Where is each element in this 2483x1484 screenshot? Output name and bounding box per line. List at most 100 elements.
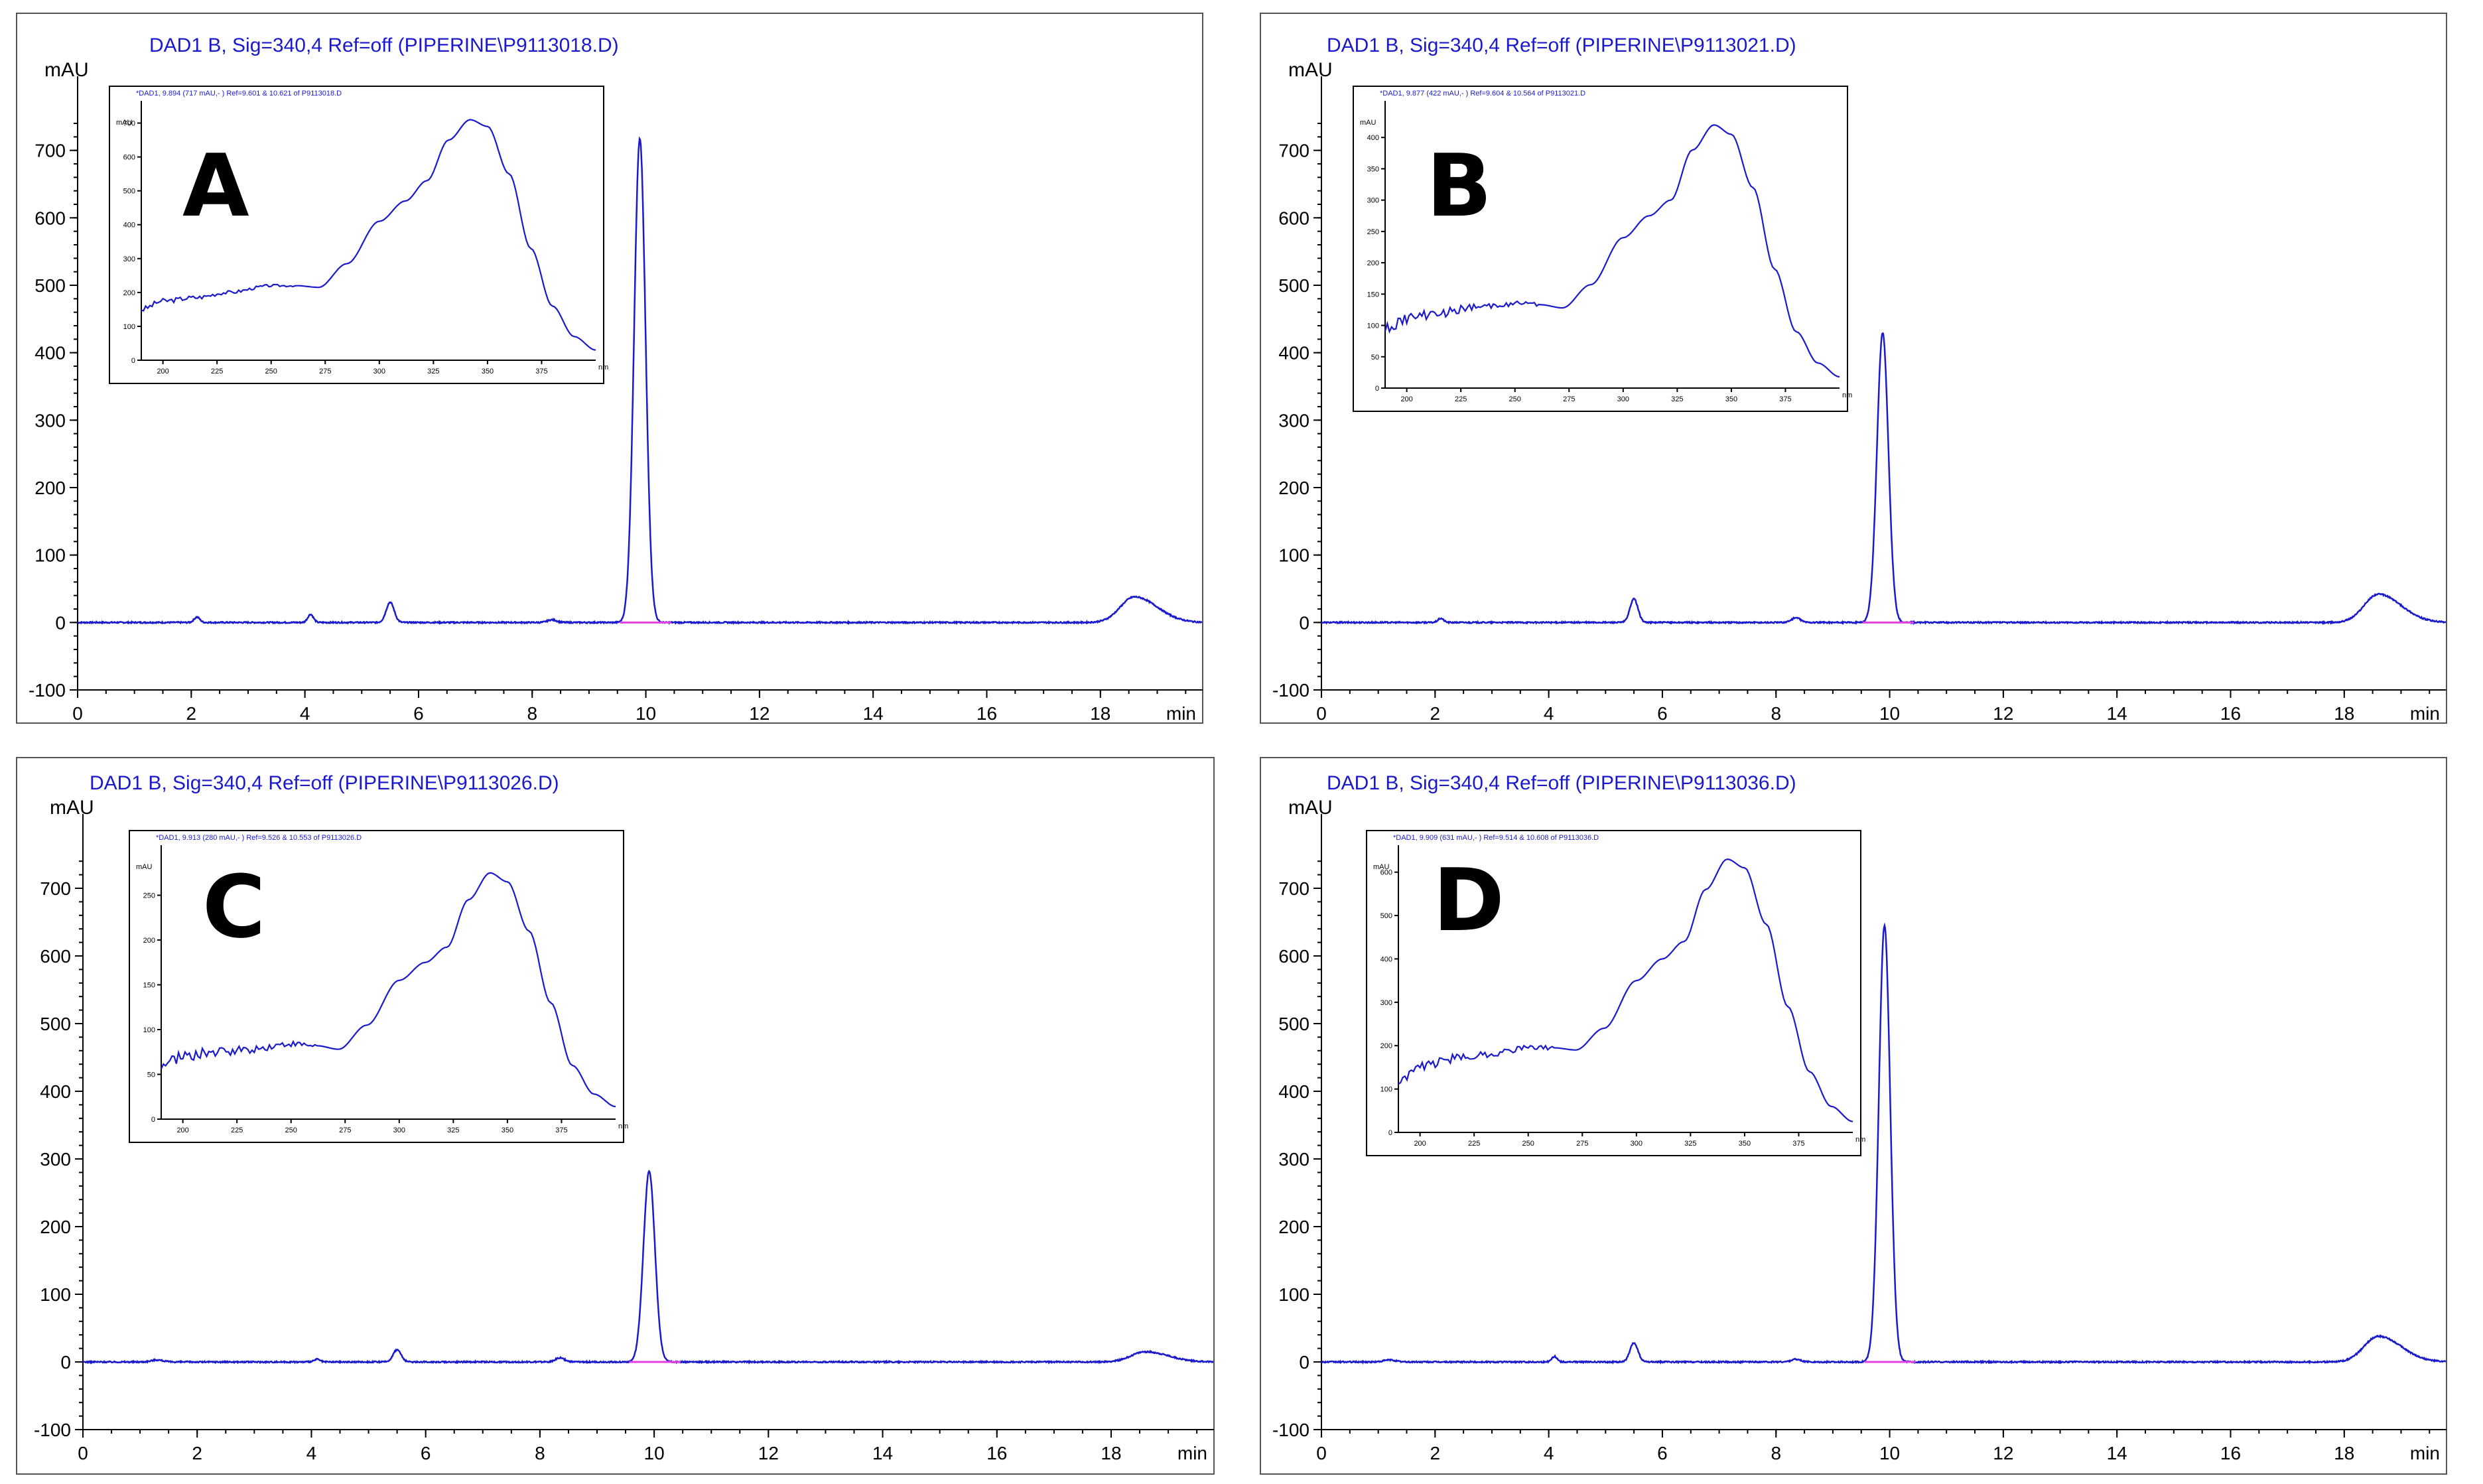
y-tick-label: 500 xyxy=(34,275,66,296)
inset-y-tick-label: 250 xyxy=(143,892,155,900)
y-tick-label: 0 xyxy=(1299,1352,1309,1373)
chromatogram-trace xyxy=(82,1170,1214,1365)
inset-y-tick-label: 0 xyxy=(1388,1129,1392,1137)
inset-x-tick-label: 225 xyxy=(1455,395,1467,403)
panel-frame xyxy=(1260,13,2447,724)
y-tick-label: 200 xyxy=(1278,478,1309,498)
inset-y-tick-label: 500 xyxy=(1380,912,1392,920)
y-tick-label: 0 xyxy=(60,1352,71,1373)
x-tick-label: 12 xyxy=(1993,703,2013,724)
inset-header: *DAD1, 9.877 (422 mAU,- ) Ref=9.604 & 10… xyxy=(1380,90,1585,98)
inset-x-label: nm xyxy=(618,1122,628,1130)
inset-x-tick-label: 275 xyxy=(1563,395,1575,403)
uv-spectrum-trace xyxy=(161,872,616,1108)
inset-x-tick-label: 250 xyxy=(285,1126,297,1134)
y-tick-label: 400 xyxy=(40,1081,71,1102)
inset-y-tick-label: 100 xyxy=(143,1026,155,1034)
chart-svg: DAD1 B, Sig=340,4 Ref=off (PIPERINE\P911… xyxy=(16,13,1203,724)
y-tick-label: 600 xyxy=(40,946,71,967)
x-tick-label: 8 xyxy=(535,1443,545,1463)
inset-y-tick-label: 400 xyxy=(1380,955,1392,963)
x-axis-label: min xyxy=(2410,1443,2440,1463)
x-tick-label: 0 xyxy=(1316,703,1327,724)
x-tick-label: 4 xyxy=(1544,703,1554,724)
y-tick-label: 700 xyxy=(1278,878,1309,899)
inset-y-tick-label: 0 xyxy=(131,357,135,365)
y-tick-label: -100 xyxy=(1272,680,1309,701)
y-tick-label: 400 xyxy=(1278,1081,1309,1102)
x-tick-label: 16 xyxy=(976,703,997,724)
inset-x-tick-label: 350 xyxy=(1725,395,1737,403)
x-tick-label: 14 xyxy=(872,1443,893,1463)
y-tick-label: 0 xyxy=(55,612,66,633)
x-tick-label: 12 xyxy=(1993,1443,2013,1463)
inset-y-label: mAU xyxy=(1360,119,1376,127)
inset-x-label: nm xyxy=(598,364,608,371)
x-tick-label: 10 xyxy=(636,703,656,724)
chromatogram-trace xyxy=(77,136,1203,626)
inset-x-tick-label: 375 xyxy=(535,368,547,375)
chromatogram-trace xyxy=(1321,922,2447,1365)
chart-title: DAD1 B, Sig=340,4 Ref=off (PIPERINE\P911… xyxy=(1327,772,1796,794)
inset-y-tick-label: 50 xyxy=(147,1071,155,1079)
x-axis-label: min xyxy=(2410,703,2440,724)
y-tick-label: 400 xyxy=(34,343,66,364)
x-tick-label: 12 xyxy=(749,703,770,724)
y-tick-label: 700 xyxy=(34,141,66,161)
y-tick-label: 100 xyxy=(1278,545,1309,566)
inset-x-tick-label: 325 xyxy=(427,368,439,375)
inset-y-tick-label: 100 xyxy=(1380,1086,1392,1094)
uv-spectrum-inset xyxy=(1353,86,1848,412)
x-tick-label: 6 xyxy=(413,703,424,724)
inset-y-tick-label: 600 xyxy=(1380,869,1392,877)
x-tick-label: 0 xyxy=(72,703,83,724)
uv-spectrum-inset xyxy=(1366,830,1861,1156)
inset-y-tick-label: 600 xyxy=(123,154,135,162)
uv-spectrum-inset xyxy=(109,86,604,384)
inset-y-tick-label: 0 xyxy=(1375,385,1379,393)
inset-x-tick-label: 375 xyxy=(555,1126,567,1134)
x-tick-label: 16 xyxy=(986,1443,1007,1463)
y-tick-label: 400 xyxy=(1278,343,1309,364)
y-tick-label: 600 xyxy=(1278,946,1309,967)
inset-y-label: mAU xyxy=(1373,863,1390,871)
inset-x-tick-label: 200 xyxy=(1414,1140,1426,1148)
chart-title: DAD1 B, Sig=340,4 Ref=off (PIPERINE\P911… xyxy=(149,34,619,56)
inset-y-tick-label: 100 xyxy=(123,323,135,331)
inset-y-tick-label: 200 xyxy=(143,937,155,945)
inset-x-tick-label: 275 xyxy=(1576,1140,1588,1148)
y-tick-label: -100 xyxy=(34,1420,71,1440)
inset-y-tick-label: 200 xyxy=(1367,259,1379,267)
inset-y-tick-label: 700 xyxy=(123,120,135,128)
x-tick-label: 18 xyxy=(2334,1443,2354,1463)
panel-frame xyxy=(1260,757,2447,1475)
chromatogram-panel-b: DAD1 B, Sig=340,4 Ref=off (PIPERINE\P911… xyxy=(1260,0,2454,724)
y-tick-label: 600 xyxy=(1278,208,1309,228)
inset-x-tick-label: 300 xyxy=(373,368,385,375)
x-axis-label: min xyxy=(1166,703,1196,724)
y-tick-label: 300 xyxy=(34,410,66,431)
inset-x-tick-label: 250 xyxy=(1509,395,1521,403)
panel-frame xyxy=(16,757,1215,1475)
y-tick-label: 200 xyxy=(34,478,66,498)
x-tick-label: 2 xyxy=(1430,1443,1441,1463)
x-tick-label: 6 xyxy=(1657,703,1668,724)
panel-letter: C xyxy=(202,856,265,957)
inset-y-tick-label: 500 xyxy=(123,188,135,196)
y-tick-label: 100 xyxy=(1278,1284,1309,1305)
chromatogram-panel-a: DAD1 B, Sig=340,4 Ref=off (PIPERINE\P911… xyxy=(16,0,1211,724)
y-tick-label: 200 xyxy=(1278,1217,1309,1237)
x-tick-label: 2 xyxy=(186,703,197,724)
y-axis-label: mAU xyxy=(1288,59,1333,81)
x-tick-label: 8 xyxy=(527,703,537,724)
inset-header: *DAD1, 9.909 (631 mAU,- ) Ref=9.514 & 10… xyxy=(1393,834,1599,842)
panel-letter: B xyxy=(1426,135,1492,236)
inset-x-tick-label: 225 xyxy=(211,368,223,375)
inset-y-tick-label: 200 xyxy=(123,289,135,297)
x-tick-label: 6 xyxy=(1657,1443,1668,1463)
uv-spectrum-trace xyxy=(1398,858,1853,1122)
inset-x-tick-label: 325 xyxy=(1684,1140,1696,1148)
y-tick-label: 100 xyxy=(40,1284,71,1305)
x-tick-label: 6 xyxy=(421,1443,431,1463)
x-tick-label: 0 xyxy=(1316,1443,1327,1463)
